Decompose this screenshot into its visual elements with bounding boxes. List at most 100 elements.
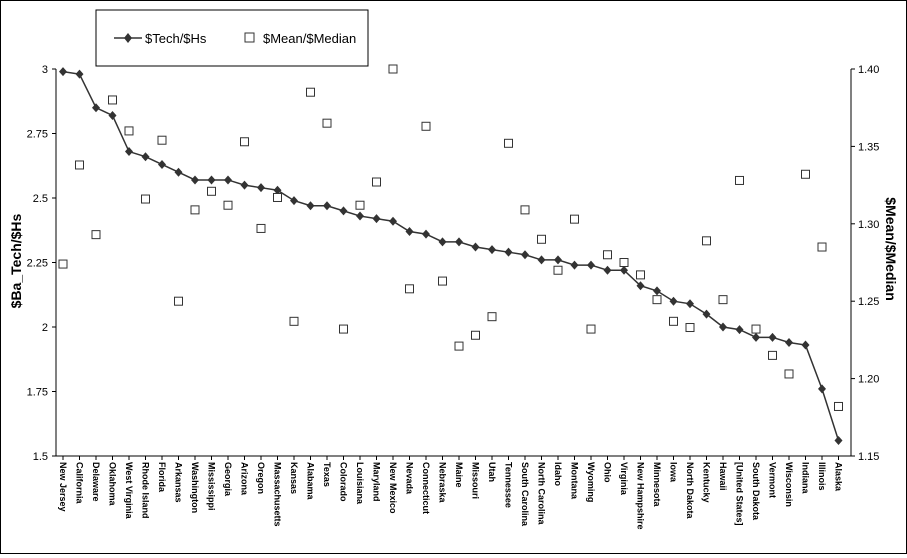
category-labels: New Jersey California Delaware Oklahoma West…: [58, 462, 844, 530]
y-axis-title-left: $Ba_Tech/$Hs: [8, 213, 24, 308]
tech-hs-point: [158, 159, 166, 169]
tech-hs-point: [306, 201, 315, 211]
category-label: Arizona: [240, 462, 250, 496]
tech-hs-point: [125, 147, 133, 157]
tech-hs-point: [537, 255, 546, 265]
mean-median-point: [702, 236, 711, 246]
category-label: Kansas: [289, 462, 299, 494]
mean-median-point: [669, 316, 678, 326]
tech-hs-point: [339, 206, 348, 216]
mean-median-point: [141, 194, 150, 204]
tech-hs-point: [224, 175, 232, 185]
mean-median-point: [157, 135, 167, 145]
y-tick-label-left: 2: [42, 322, 48, 334]
mean-median-point: [438, 276, 447, 286]
y-tick-label-right: 1.35: [858, 141, 879, 153]
tech-hs-point: [620, 265, 628, 275]
mean-median-point: [619, 258, 629, 267]
category-label: Nebraska: [438, 462, 448, 504]
category-label: New Mexico: [388, 462, 398, 514]
tech-hs-point: [686, 299, 694, 309]
tech-hs-point: [669, 296, 678, 306]
y-tick-label-left: 1.5: [33, 451, 48, 463]
category-label: Georgia: [223, 462, 233, 497]
y-tick-label-left: 1.75: [27, 387, 48, 399]
y-axis-title-right: $Mean/$Median: [883, 197, 899, 300]
tech-hs-point: [603, 265, 612, 275]
tech-hs-point: [455, 237, 463, 247]
mean-median-point: [355, 200, 365, 210]
y-tick-label-right: 1.15: [858, 451, 879, 463]
mean-median-point: [471, 330, 480, 340]
category-label: Montana: [570, 462, 580, 500]
mean-median-point: [718, 295, 728, 305]
mean-median-point: [817, 242, 827, 252]
tech-hs-point: [587, 260, 595, 270]
y-tick-label-left: 2.25: [27, 258, 48, 270]
mean-median-point: [603, 250, 612, 260]
tech-hs-point: [785, 337, 793, 347]
legend-diamond-marker: [124, 33, 132, 43]
mean-median-point: [520, 205, 530, 215]
category-label: Massachusetts: [273, 462, 283, 527]
mean-median-point: [685, 323, 695, 333]
mean-median-point: [586, 324, 596, 334]
category-label: Maryland: [372, 462, 382, 502]
mean-median-point: [75, 160, 84, 170]
tech-hs-point: [273, 185, 282, 195]
category-label: Wyoming: [586, 462, 596, 502]
tech-hs-point: [488, 245, 496, 255]
tech-hs-point: [554, 255, 562, 265]
mean-median-point: [834, 401, 843, 411]
tech-hs-point: [207, 175, 216, 185]
mean-median-point: [768, 350, 777, 360]
category-label: Oklahoma: [108, 462, 118, 507]
tech-hs-point: [323, 201, 331, 211]
category-label: Missouri: [471, 462, 481, 499]
y-tick-label-left: 2.5: [33, 193, 48, 205]
tech-hs-point: [752, 332, 760, 342]
category-label: Delaware: [91, 462, 101, 502]
category-label: South Dakota: [751, 462, 761, 521]
y-tick-label-right: 1.40: [858, 64, 879, 76]
category-label: Vermont: [768, 462, 778, 498]
mean-median-point: [190, 205, 200, 215]
category-label: Louisiana: [355, 462, 365, 505]
tech-hs-point: [59, 67, 67, 77]
category-label: Kentucky: [702, 462, 712, 503]
category-label: Minnesota: [652, 462, 662, 507]
category-label: Virginia: [619, 462, 629, 496]
mean-median-point: [454, 341, 464, 351]
tech-hs-point: [389, 216, 397, 226]
y-tick-label-left: 2.75: [27, 129, 48, 141]
mean-median-point: [636, 270, 645, 280]
tech-hs-point: [471, 242, 480, 252]
y-tick-label-left: 3: [42, 64, 48, 76]
plot-area: [58, 64, 843, 446]
mean-median-point: [405, 284, 414, 294]
mean-median-point: [735, 175, 744, 185]
mean-median-point: [273, 192, 282, 202]
legend-label-mean-median: $Mean/$Median: [263, 31, 356, 46]
legend-label-tech-hs: $Tech/$Hs: [145, 31, 207, 46]
legend-square-marker: [244, 32, 255, 43]
category-label: North Dakota: [685, 462, 695, 519]
category-label: Idaho: [553, 462, 563, 487]
category-label: Tennessee: [504, 462, 514, 508]
mean-median-point: [240, 137, 249, 147]
mean-median-point: [784, 369, 794, 379]
mean-median-point: [487, 312, 497, 322]
tech-hs-point: [422, 229, 430, 239]
category-label: West Virginia: [124, 462, 134, 520]
tech-hs-point: [438, 237, 447, 247]
tech-hs-point: [356, 211, 364, 221]
tech-hs-point: [702, 309, 711, 319]
tech-hs-point: [405, 227, 414, 237]
mean-median-point: [322, 118, 332, 128]
mean-median-point: [553, 265, 563, 275]
y-tick-label-right: 1.30: [858, 219, 879, 231]
tech-hs-point: [257, 183, 265, 193]
tech-hs-point: [768, 332, 777, 342]
category-label: Connecticut: [421, 462, 431, 514]
